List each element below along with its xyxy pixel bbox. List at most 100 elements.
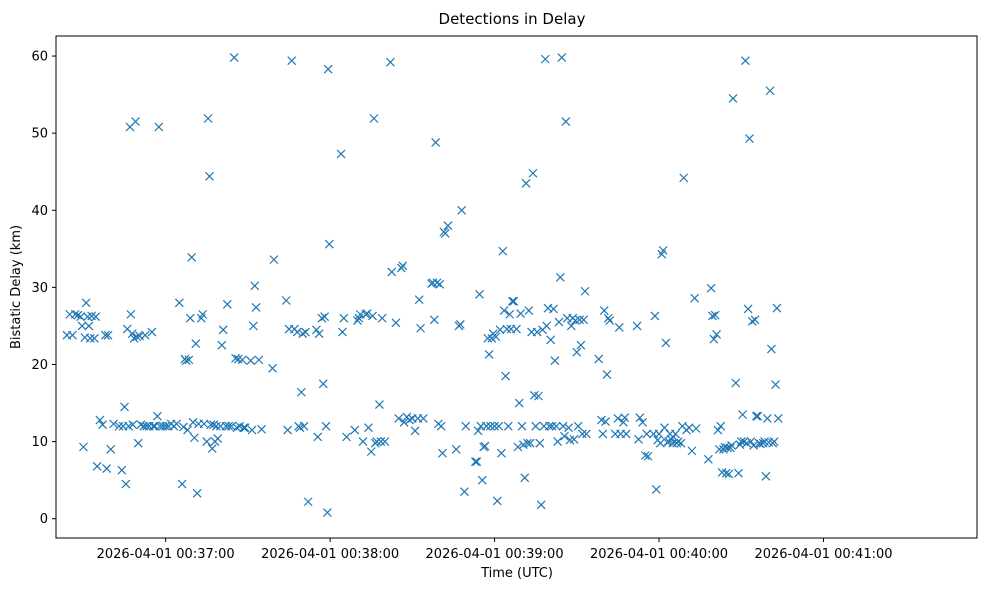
data-point	[638, 417, 648, 427]
data-point	[773, 414, 783, 423]
data-point	[283, 425, 293, 435]
data-point	[580, 286, 590, 296]
data-point	[70, 309, 80, 319]
data-point	[432, 278, 442, 288]
data-point	[133, 438, 143, 448]
y-tick-label: 20	[31, 358, 48, 373]
data-point	[668, 438, 678, 448]
data-point	[661, 338, 671, 348]
data-point	[183, 425, 192, 435]
y-tick-label: 0	[40, 512, 48, 527]
data-point	[102, 464, 112, 474]
x-axis-label: Time (UTC)	[480, 566, 553, 581]
data-point	[380, 437, 390, 447]
data-point	[218, 325, 228, 335]
data-point	[673, 437, 683, 447]
data-point	[191, 339, 201, 349]
data-point	[177, 479, 187, 489]
data-point	[136, 420, 146, 430]
data-point	[85, 333, 95, 343]
data-point	[152, 411, 162, 421]
data-point	[738, 410, 748, 420]
data-point	[724, 469, 734, 479]
data-point	[287, 56, 297, 66]
data-point	[745, 134, 754, 143]
data-point	[536, 500, 546, 510]
data-point	[98, 420, 108, 430]
data-point	[142, 421, 151, 431]
data-point	[77, 321, 87, 331]
data-point	[470, 457, 480, 467]
data-point	[91, 312, 101, 322]
data-point	[771, 380, 780, 389]
data-point	[217, 340, 227, 350]
y-tick-label: 40	[31, 204, 48, 219]
data-point	[723, 443, 732, 453]
y-tick-label: 30	[31, 281, 48, 296]
data-point	[472, 457, 482, 467]
data-point	[78, 442, 88, 452]
data-point	[298, 329, 308, 339]
data-point	[564, 423, 574, 433]
data-point	[311, 325, 321, 335]
data-point	[749, 441, 759, 450]
data-point	[459, 487, 469, 497]
data-point	[114, 421, 124, 431]
data-point	[184, 355, 194, 365]
data-point	[299, 421, 309, 431]
data-point	[416, 323, 425, 333]
data-point	[703, 454, 713, 464]
data-point	[632, 321, 642, 331]
data-point	[369, 114, 379, 123]
data-point	[227, 421, 236, 431]
data-point	[601, 417, 611, 426]
data-point	[324, 239, 334, 249]
data-point	[455, 319, 465, 329]
data-point	[314, 329, 324, 339]
data-point	[575, 315, 584, 325]
data-point	[620, 413, 630, 423]
data-point	[375, 400, 384, 410]
data-point	[549, 304, 558, 314]
data-point	[573, 421, 583, 431]
data-point	[534, 391, 543, 401]
data-point	[320, 312, 330, 322]
data-point	[251, 303, 261, 312]
data-point	[499, 306, 509, 315]
data-point	[207, 444, 217, 453]
data-point	[461, 421, 471, 431]
data-point	[517, 421, 527, 431]
data-point	[92, 461, 102, 471]
data-point	[520, 473, 530, 483]
plot-area	[56, 36, 977, 538]
data-point	[658, 245, 668, 255]
data-point	[525, 438, 535, 448]
x-tick-label: 2026-04-01 00:38:00	[261, 547, 399, 562]
data-point	[621, 429, 631, 439]
data-point	[598, 429, 608, 439]
data-point	[750, 315, 760, 325]
data-point	[372, 437, 382, 447]
data-point	[106, 444, 116, 454]
data-point	[642, 429, 652, 439]
data-point	[532, 327, 542, 337]
data-point	[546, 335, 556, 345]
data-point	[714, 444, 724, 454]
data-point	[558, 421, 568, 431]
y-axis-label: Bistatic Delay (km)	[9, 225, 24, 349]
data-point	[761, 471, 771, 481]
data-point	[727, 441, 737, 450]
data-point	[368, 311, 378, 321]
data-point	[687, 446, 697, 456]
data-point	[428, 278, 438, 288]
data-point	[651, 484, 661, 494]
data-point	[691, 424, 701, 433]
data-point	[740, 56, 750, 66]
data-point	[498, 246, 508, 256]
data-point	[577, 429, 587, 439]
data-point	[405, 415, 415, 425]
data-point	[505, 309, 515, 319]
data-point	[553, 437, 563, 447]
data-point	[594, 354, 604, 364]
data-point	[391, 318, 401, 328]
